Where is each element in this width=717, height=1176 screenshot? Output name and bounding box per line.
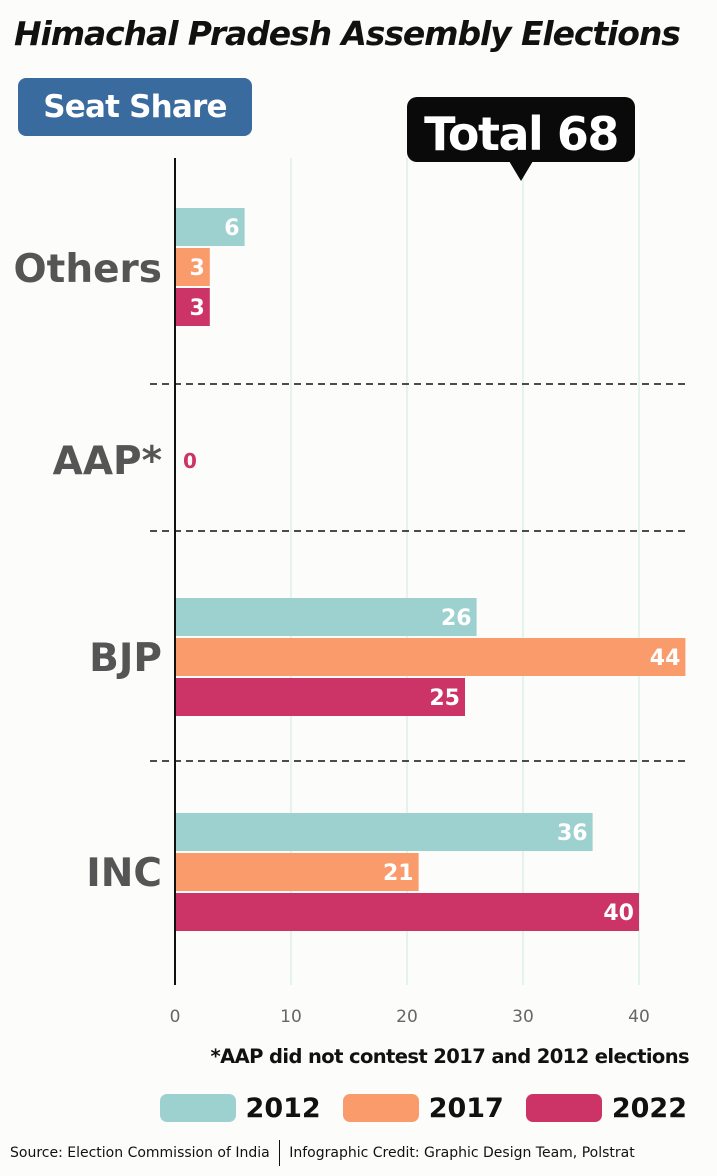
legend-item-2012: 2012 — [159, 1092, 321, 1124]
x-tick-label: 20 — [396, 1007, 418, 1027]
legend: 2012 2017 2022 — [138, 1090, 687, 1126]
bar-bjp-2017 — [175, 638, 686, 676]
chart-title: Himachal Pradesh Assembly Elections — [14, 14, 681, 53]
bar-inc-2017 — [175, 853, 419, 891]
x-tick-label: 40 — [628, 1007, 650, 1027]
bar-value-label: 40 — [603, 901, 634, 926]
source-text: Source: Election Commission of India — [10, 1145, 270, 1161]
legend-swatch — [525, 1094, 602, 1122]
source-line: Source: Election Commission of India Inf… — [10, 1140, 711, 1166]
bar-value-label: 21 — [383, 861, 414, 886]
category-label: BJP — [89, 636, 162, 681]
bar-value-label: 26 — [441, 606, 472, 631]
bar-value-label: 3 — [189, 296, 204, 321]
bar-value-label: 0 — [183, 449, 197, 473]
bar-chart: 6 26 36 3 44 21 3 25 40 0 0 10 20 30 40 Others AAP* BJP I… — [14, 97, 686, 1027]
bar-bjp-2012 — [175, 598, 477, 636]
bar-value-label: 44 — [650, 646, 681, 671]
total-callout-text: Total 68 — [424, 107, 618, 161]
legend-label: 2022 — [611, 1092, 687, 1124]
bar-value-label: 3 — [189, 256, 204, 281]
category-label: Others — [14, 247, 162, 292]
legend-swatch — [159, 1094, 236, 1122]
bar-inc-2022 — [175, 893, 639, 931]
x-tick-label: 0 — [170, 1007, 181, 1027]
bar-others-2017 — [175, 248, 210, 286]
legend-label: 2017 — [428, 1092, 504, 1124]
bar-value-label: 6 — [224, 216, 239, 241]
legend-item-2017: 2017 — [342, 1092, 504, 1124]
subtitle-badge: Seat Share — [18, 78, 252, 136]
x-tick-label: 30 — [512, 1007, 534, 1027]
source-divider — [278, 1140, 281, 1166]
total-callout — [407, 97, 635, 162]
x-tick-label: 10 — [280, 1007, 302, 1027]
legend-label: 2012 — [245, 1092, 321, 1124]
total-callout-pointer — [509, 161, 533, 181]
bar-bjp-2022 — [175, 678, 465, 716]
credit-text: Infographic Credit: Graphic Design Team,… — [289, 1145, 635, 1161]
bar-value-label: 25 — [429, 686, 460, 711]
legend-item-2022: 2022 — [525, 1092, 687, 1124]
bar-others-2022 — [175, 288, 210, 326]
category-label: INC — [86, 851, 162, 896]
category-label: AAP* — [53, 439, 162, 484]
bar-others-2012 — [175, 208, 245, 246]
bar-value-label: 36 — [557, 821, 588, 846]
footnote: *AAP did not contest 2017 and 2012 elect… — [210, 1045, 690, 1068]
bar-inc-2012 — [175, 813, 593, 851]
legend-swatch — [342, 1094, 419, 1122]
